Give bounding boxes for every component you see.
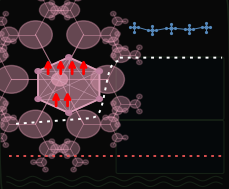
Circle shape [66,55,72,60]
Circle shape [67,110,100,138]
Circle shape [51,144,61,153]
Circle shape [3,143,8,147]
Circle shape [3,101,8,105]
Circle shape [65,139,70,143]
Circle shape [112,133,122,142]
Circle shape [35,69,41,74]
Circle shape [49,139,55,143]
Circle shape [0,106,7,115]
Circle shape [115,123,120,127]
Circle shape [0,32,4,36]
Circle shape [11,115,16,120]
Circle shape [83,160,88,164]
Circle shape [111,101,116,105]
Circle shape [0,44,7,52]
Circle shape [65,0,70,5]
Circle shape [112,96,130,112]
Circle shape [0,116,18,132]
Circle shape [65,154,70,158]
Circle shape [0,47,8,62]
Circle shape [96,97,102,101]
Circle shape [123,135,128,140]
Circle shape [123,108,128,113]
Circle shape [137,94,142,99]
Circle shape [0,27,18,42]
Circle shape [103,115,108,120]
Circle shape [112,106,122,115]
Circle shape [61,141,80,156]
FancyBboxPatch shape [116,57,224,120]
Circle shape [3,11,8,16]
Polygon shape [38,57,99,113]
Circle shape [11,39,16,44]
Circle shape [73,0,83,1]
Circle shape [0,66,28,93]
Circle shape [130,51,141,59]
Circle shape [19,110,52,138]
Circle shape [0,96,8,112]
Circle shape [111,11,116,16]
Circle shape [65,15,70,20]
Circle shape [115,32,120,36]
Circle shape [137,109,142,114]
Circle shape [73,158,83,166]
Circle shape [49,15,55,20]
Circle shape [39,141,58,156]
Circle shape [49,154,55,158]
FancyBboxPatch shape [116,120,224,174]
Circle shape [58,144,68,153]
Circle shape [109,37,119,46]
Circle shape [0,113,11,122]
Circle shape [112,44,122,52]
Circle shape [43,167,48,172]
Circle shape [130,100,141,108]
Circle shape [111,53,116,58]
Circle shape [91,66,125,93]
Circle shape [35,97,41,101]
Circle shape [67,21,101,49]
Circle shape [31,160,36,164]
Circle shape [49,0,55,5]
Circle shape [61,2,80,18]
Circle shape [58,6,68,14]
Circle shape [3,53,8,58]
Circle shape [52,73,68,86]
Circle shape [51,6,61,14]
Circle shape [137,60,142,65]
Circle shape [36,158,46,166]
Circle shape [19,21,52,49]
Circle shape [123,46,128,50]
Circle shape [0,17,7,25]
Circle shape [0,133,7,142]
Circle shape [36,0,46,1]
Circle shape [71,167,76,172]
Circle shape [137,45,142,50]
Circle shape [111,143,116,147]
Circle shape [66,110,72,115]
Circle shape [109,113,119,122]
Circle shape [39,2,58,18]
Circle shape [96,69,102,74]
Circle shape [101,27,119,42]
Circle shape [0,37,11,46]
Circle shape [112,47,130,62]
Circle shape [0,123,4,127]
Circle shape [112,17,122,25]
Circle shape [123,19,128,23]
Circle shape [103,39,108,44]
Circle shape [101,116,119,132]
